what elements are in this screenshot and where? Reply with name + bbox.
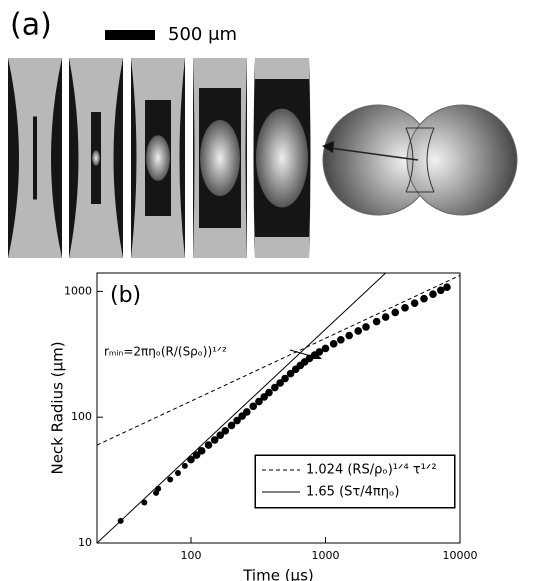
fit-line [96,272,386,544]
plot-frame [96,272,461,544]
legend-label: 1.024 (RS/ρₒ)¹ᐟ⁴ τ¹ᐟ² [306,463,437,478]
data-point [117,517,124,524]
data-point [281,374,289,383]
data-point [276,379,284,387]
panel-label: (a) [10,8,52,43]
data-point [210,436,219,444]
data-point [372,317,381,326]
x-tick-label: 100 [181,549,202,562]
data-point [227,421,236,430]
legend-label: 1.65 (Sτ/4πηₒ) [306,485,399,500]
data-point [391,308,400,317]
annotation-arrowhead [313,353,322,359]
data-point [337,336,345,344]
legend-bg [255,455,455,508]
data-point [187,455,195,464]
neck-fill [33,116,37,200]
data-point [255,397,263,406]
data-point [197,447,206,455]
x-tick-label: 10000 [443,549,478,562]
data-point [381,313,390,321]
data-point [174,470,181,477]
data-point [420,294,428,303]
data-point [192,451,201,459]
sphere-diagram [322,104,518,216]
annotation-arrow [289,349,319,359]
neck-glow [146,135,170,181]
data-point [271,383,279,392]
data-point [315,348,324,356]
data-point [286,369,295,378]
data-point [243,408,251,416]
scale-bar [105,30,155,40]
y-axis-label: Neck Radius (μm) [49,341,67,474]
y-tick-label: 100 [71,410,92,423]
x-tick-label: 1000 [312,549,340,562]
data-point [155,485,162,492]
neck-glow [256,108,308,208]
image-frames [8,58,311,258]
data-point [167,476,174,483]
data-point [321,344,330,353]
data-point [437,286,445,295]
data-point [181,462,188,469]
annotation: rₘᵢₙ=2πηₒ(R/(Sρₒ))¹ᐟ² [104,345,227,359]
panel-label: (b) [110,283,141,308]
y-tick-label: 1000 [64,284,92,297]
neck-glow [200,120,240,196]
data-point [221,426,230,435]
data-point [401,304,409,312]
data-point [429,290,437,298]
droplet [8,58,62,258]
data-point [141,499,148,506]
plot: 100 1000 10000 10 100 1000 Time (μs) Neck Radiu… [49,272,478,581]
neck-glow [92,150,100,166]
data-point [443,283,451,291]
data-point [345,331,353,340]
data-point [362,323,370,331]
data-point [354,327,362,335]
x-axis-label: Time (μs) [242,567,314,581]
data-point [410,299,419,308]
fit-line [96,274,461,446]
y-tick-label: 10 [78,536,92,549]
data-point [233,416,241,425]
scale-bar-label: 500 μm [168,24,237,45]
data-point [249,402,257,411]
data-point [329,340,338,348]
data-point [216,431,225,439]
data-point [265,388,273,397]
data-point [204,441,213,449]
